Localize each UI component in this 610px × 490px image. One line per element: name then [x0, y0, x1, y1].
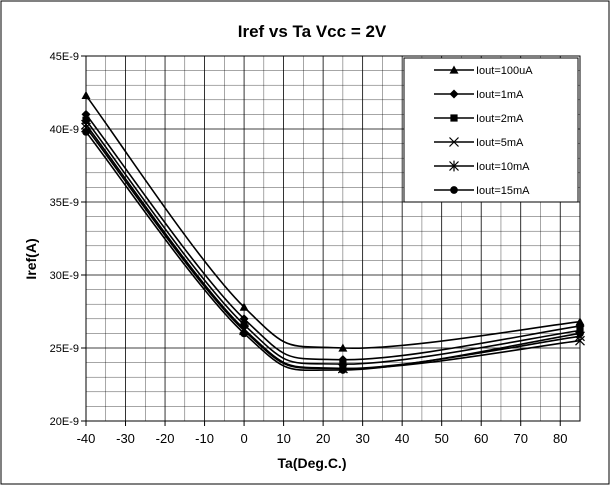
x-tick-label: 10: [276, 431, 290, 446]
legend-marker-iout-5ma: [449, 137, 459, 147]
legend-marker-iout-15ma: [450, 186, 458, 194]
x-tick-label: 50: [434, 431, 448, 446]
series-line-iout-1ma: [85, 113, 581, 361]
data-point-iout-2ma: [82, 116, 90, 124]
x-tick-label: -40: [77, 431, 96, 446]
legend-box: [403, 57, 579, 203]
y-axis-title: Iref(A): [23, 238, 39, 279]
series-line-iout-10ma: [85, 127, 581, 370]
x-tick-label: -20: [156, 431, 175, 446]
series-line-iout-100ua: [85, 94, 581, 349]
x-tick-label: 30: [355, 431, 369, 446]
y-tick-label: 45E-9: [50, 51, 79, 63]
legend-label-iout-15ma: Iout=15mA: [476, 185, 530, 197]
x-tick-label: 70: [513, 431, 527, 446]
data-point-iout-2ma: [240, 321, 248, 329]
chart-title: Iref vs Ta Vcc = 2V: [238, 22, 387, 41]
y-tick-label: 20E-9: [50, 416, 79, 428]
legend-label-iout-1ma: Iout=1mA: [476, 89, 524, 101]
y-tick-label: 30E-9: [50, 270, 79, 282]
y-tick-label: 40E-9: [50, 124, 79, 136]
x-tick-label: -30: [116, 431, 135, 446]
legend-marker-iout-2ma: [450, 114, 458, 122]
legend: Iout=100uA Iout=1mA Iout=2mA Iout=5mA Iout=1…: [403, 57, 579, 203]
series-line-iout-2ma: [85, 119, 581, 365]
x-tick-label: 60: [474, 431, 488, 446]
data-point-iout-100ua: [338, 343, 348, 352]
x-axis-title: Ta(Deg.C.): [278, 455, 347, 471]
legend-label-iout-5ma: Iout=5mA: [476, 137, 524, 149]
data-point-iout-100ua: [575, 317, 585, 326]
x-tick-label: -10: [195, 431, 214, 446]
series-line-iout-5ma: [85, 124, 581, 370]
y-tick-label: 35E-9: [50, 197, 79, 209]
data-point-iout-15ma: [82, 128, 90, 136]
data-point-iout-15ma: [339, 366, 347, 374]
series-line-iout-15ma: [85, 131, 581, 372]
x-tick-label: 20: [316, 431, 330, 446]
legend-label-iout-2ma: Iout=2mA: [476, 113, 524, 125]
x-tick-label: 80: [553, 431, 567, 446]
data-point-iout-15ma: [576, 329, 584, 338]
legend-label-iout-10ma: Iout=10mA: [476, 161, 530, 173]
legend-marker-iout-5ma-stroke: [449, 137, 459, 147]
data-point-iout-100ua: [239, 302, 249, 311]
y-tick-label: 25E-9: [50, 343, 79, 355]
legend-marker-iout-100ua: [449, 65, 459, 74]
legend-marker-iout-1ma: [449, 89, 459, 99]
x-tick-label: 0: [240, 431, 247, 446]
data-point-iout-15ma: [240, 329, 248, 338]
legend-marker-iout-10ma: [449, 160, 459, 172]
data-point-iout-100ua: [81, 90, 91, 100]
plot-border: [85, 55, 581, 422]
x-tick-label: 40: [395, 431, 409, 446]
legend-label-iout-100ua: Iout=100uA: [476, 65, 533, 77]
